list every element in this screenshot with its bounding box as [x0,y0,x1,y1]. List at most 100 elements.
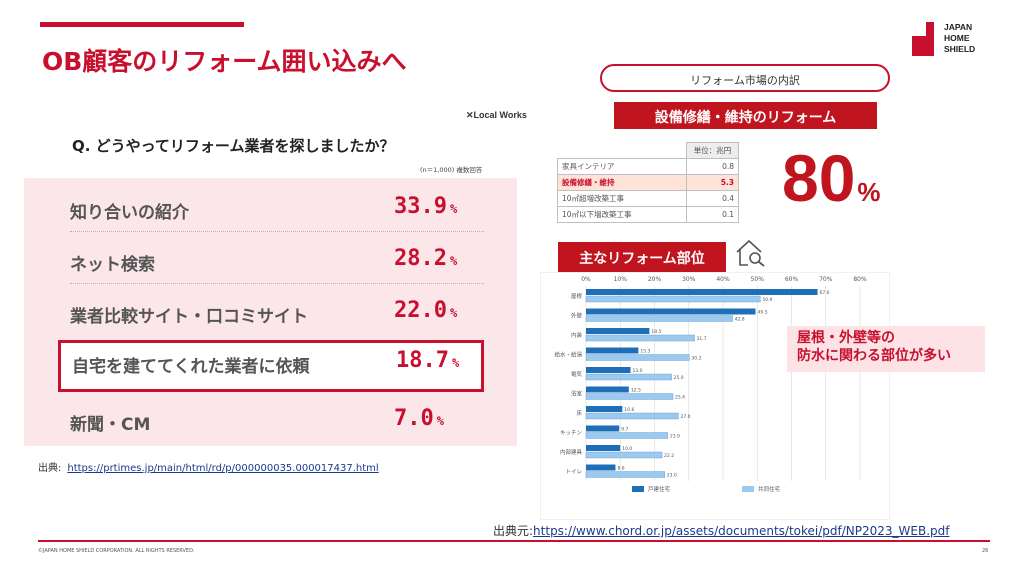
percent-symbol: % [436,414,444,428]
bar [586,367,631,373]
data-label: 10.0 [622,446,632,452]
x-tick-label: 60% [785,276,799,283]
market-table-value: 0.1 [686,206,739,223]
market-table-row: 10㎡以下増改築工事 0.1 [557,206,739,223]
market-table: 単位：兆円 家具インテリア 0.8 設備修繕・維持 5.3 10㎡超増改築工事 … [557,142,739,223]
x-tick-label: 40% [716,276,730,283]
localworks-logo: ✕Local Works [466,110,527,121]
bar [586,386,629,393]
data-label: 10.6 [624,407,634,413]
bar [586,289,818,295]
bar [585,334,695,342]
survey-row-highlighted: 自宅を建ててくれた業者に依頼 18.7% [58,340,484,392]
reform-parts-banner: 主なリフォーム部位 [558,242,726,272]
data-label: 12.5 [631,388,641,394]
waterproof-callout: 屋根・外壁等の 防水に関わる部位が多い [787,326,985,372]
row-divider [70,283,484,284]
survey-row-value: 33.9% [394,194,457,219]
bar [585,315,733,322]
x-tick-label: 0% [581,276,591,283]
footer-divider [38,540,990,542]
survey-row-value: 22.0% [394,298,457,323]
logo-line3: SHIELD [944,44,976,54]
x-tick-label: 30% [682,276,696,283]
category-label: 電気 [571,370,583,378]
survey-row-label: 知り合いの紹介 [70,203,189,223]
data-label: 42.8 [735,317,745,323]
x-tick-label: 80% [853,276,867,283]
survey-row-number: 28.2 [394,246,447,271]
bar [586,464,616,471]
house-search-icon [736,239,765,267]
x-tick-label: 20% [648,276,662,283]
market-table-value: 5.3 [686,174,739,191]
parts-source-link[interactable]: https://www.chord.or.jp/assets/documents… [533,524,950,538]
survey-source-label: 出典: [38,463,62,474]
bar [585,432,669,439]
bar [586,445,621,451]
category-label: 浴室 [571,389,583,397]
survey-row: 新聞・CM 7.0% [44,398,484,444]
bar [585,373,672,381]
market-table-label: 10㎡以下増改築工事 [557,206,687,223]
survey-row-number: 22.0 [394,298,447,323]
survey-row-value: 28.2% [394,246,457,271]
market-table-row: 家具インテリア 0.8 [557,158,739,175]
page-number: 26 [982,548,989,554]
survey-source: 出典: https://prtimes.jp/main/html/rd/p/000… [38,459,379,474]
survey-results-panel [24,178,517,446]
company-logo: JAPAN HOME SHIELD [912,22,992,62]
data-label: 49.5 [758,310,768,316]
parts-source: 出典元:https://www.chord.or.jp/assets/docum… [493,522,950,539]
market-breakdown-pill: リフォーム市場の内訳 [600,64,890,92]
data-label: 31.7 [697,336,707,342]
survey-row-number: 7.0 [394,406,434,431]
share-percentage-number: 80 [782,141,856,215]
bar [585,412,679,420]
survey-question: Q. どうやってリフォーム業者を探しましたか？ [72,137,395,155]
data-label: 50.9 [762,297,772,303]
market-breakdown-label: リフォーム市場の内訳 [690,74,800,87]
data-label: 25.4 [675,395,685,401]
survey-sample-note: (n＝1,000) 複数回答 [420,166,483,174]
bar [585,471,665,478]
legend-label: 戸建住宅 [648,485,671,493]
survey-row-number: 33.9 [394,194,447,219]
market-table-unit: 単位：兆円 [686,142,739,159]
data-label: 25.0 [674,375,684,381]
callout-line1: 屋根・外壁等の [797,330,895,346]
data-label: 23.9 [670,434,680,440]
equipment-reform-banner: 設備修繕・維持のリフォーム [614,102,877,129]
percent-symbol: % [449,306,458,320]
row-divider [70,231,484,232]
logo-text: JAPAN HOME SHIELD [944,22,975,55]
bar [586,308,756,315]
share-percentage: 80% [782,140,881,216]
bar [586,425,620,432]
data-label: 22.2 [664,453,674,459]
localworks-name: Local Works [473,110,527,120]
survey-row-label: 自宅を建ててくれた業者に依頼 [72,357,310,377]
category-label: 床 [576,409,582,417]
survey-source-link[interactable]: https://prtimes.jp/main/html/rd/p/000000… [67,463,379,474]
logo-mark-icon [912,22,934,56]
x-tick-label: 10% [614,276,628,283]
logo-line2: HOME [944,33,970,43]
callout-line2: 防水に関わる部位が多い [797,348,951,364]
data-label: 27.0 [680,414,690,420]
bar [586,328,650,334]
data-label: 23.0 [667,473,677,479]
market-table-row: 10㎡超増改築工事 0.4 [557,190,739,207]
data-label: 8.6 [617,466,624,472]
market-table-value: 0.4 [686,190,739,207]
percent-symbol: % [451,356,460,370]
logo-line1: JAPAN [944,22,973,32]
category-label: 外壁 [571,311,583,319]
legend-label: 共同住宅 [758,485,781,493]
category-label: 屋根 [571,292,583,300]
reform-parts-chart: 0% 10% 20% 30% 40% 50% 60% 70% 80% 屋根 67.6 50.9 外壁 49… [540,272,890,520]
market-table-value: 0.8 [686,158,739,175]
data-label: 67.6 [820,290,830,296]
bar [585,354,690,361]
survey-row: ネット検索 28.2% [44,238,484,284]
